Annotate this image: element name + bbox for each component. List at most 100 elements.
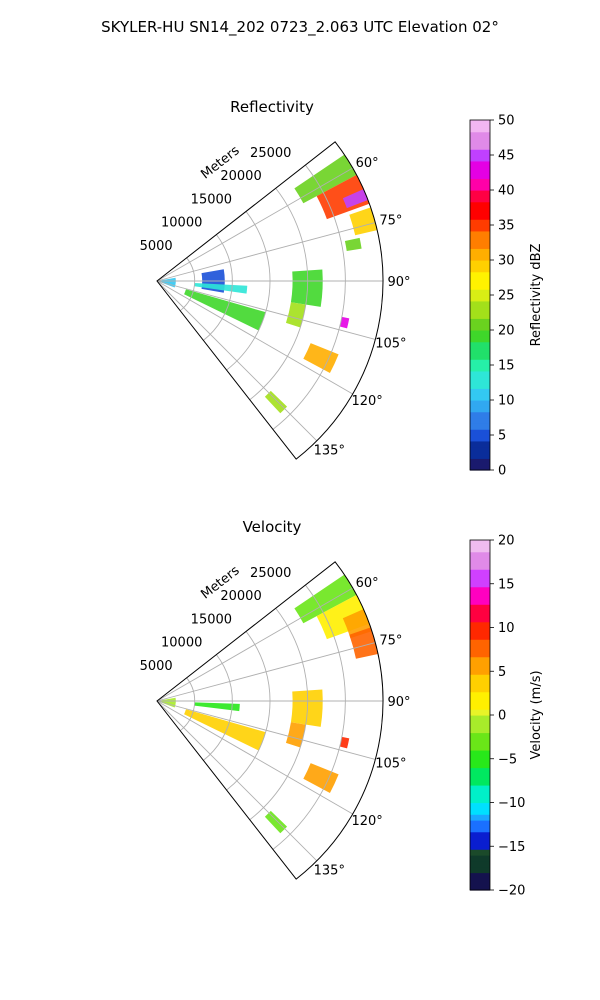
colorbar-segment: [470, 744, 490, 751]
radial-tick-label: 25000: [250, 146, 291, 161]
colorbar-segment: [470, 312, 490, 319]
angular-gridline: [156, 222, 376, 282]
suptitle: SKYLER-HU SN14_202 0723_2.063 UTC Elevat…: [101, 18, 499, 37]
colorbar-segment: [470, 213, 490, 220]
colorbar-segment: [470, 545, 490, 553]
colorbar-segment: [470, 131, 490, 139]
echo-region: [303, 763, 339, 793]
colorbar-tick-label: −15: [498, 840, 525, 855]
colorbar-segment: [470, 295, 490, 302]
colorbar-segment: [470, 878, 490, 885]
colorbar-segment: [470, 837, 490, 844]
colorbar-segment: [470, 207, 490, 214]
colorbar-segment: [470, 300, 490, 308]
radial-gridline: [179, 257, 196, 312]
colorbar-segment: [470, 318, 490, 325]
colorbar-tick-label: 45: [498, 149, 515, 164]
colorbar-segment: [470, 458, 490, 465]
colorbar-segment: [470, 440, 490, 448]
colorbar-segment: [470, 855, 490, 862]
echo-region: [344, 237, 362, 251]
echo-region: [349, 627, 379, 659]
colorbar-segment: [470, 306, 490, 314]
colorbar-segment: [470, 662, 490, 669]
colorbar-segment: [470, 656, 490, 664]
colorbar-tick-label: 15: [498, 577, 515, 592]
theta-tick-label: 90°: [387, 275, 410, 290]
colorbar-tick-label: 0: [498, 709, 506, 724]
colorbar-segment: [470, 715, 490, 722]
angular-gridline: [156, 700, 353, 815]
colorbar-segment: [470, 860, 490, 868]
angular-gridline: [156, 167, 353, 282]
colorbar-segment: [470, 435, 490, 442]
echo-region: [184, 709, 266, 751]
radial-gridline: [203, 654, 233, 761]
colorbar-segment: [470, 831, 490, 839]
radial-tick-label: 15000: [191, 612, 232, 627]
colorbar-segment: [470, 324, 490, 331]
theta-tick-label: 60°: [356, 156, 379, 171]
velocity-panel: Velocity 60° 75° 90° 105° 120° 135° 5000 10000 1…: [140, 518, 544, 899]
theta-tick-label: 120°: [351, 814, 382, 829]
colorbar-segment: [470, 866, 490, 874]
radial-tick-label: 5000: [140, 239, 173, 254]
radial-tick-label: 20000: [220, 169, 261, 184]
radial-gridline: [249, 187, 309, 401]
colorbar-segment: [470, 580, 490, 588]
colorbar-segment: [470, 680, 490, 687]
reflectivity-title: Reflectivity: [230, 98, 314, 116]
colorbar-segment: [470, 785, 490, 792]
colorbar-segment: [470, 330, 490, 337]
colorbar-label: Velocity (m/s): [529, 670, 544, 759]
polar-frame: [156, 141, 384, 460]
colorbar-tick-label: 40: [498, 184, 515, 199]
colorbar-segment: [470, 621, 490, 629]
colorbar-segment: [470, 592, 490, 599]
colorbar-segment: [470, 359, 490, 366]
colorbar-segment: [470, 283, 490, 290]
colorbar-segment: [470, 575, 490, 582]
angular-gridline: [156, 280, 353, 395]
colorbar-segment: [470, 271, 490, 279]
theta-tick-label: 90°: [387, 695, 410, 710]
reflectivity-plot: 60° 75° 90° 105° 120° 135° 5000 10000 15000 20000…: [140, 141, 411, 460]
colorbar-segment: [470, 615, 490, 623]
colorbar-segment: [470, 569, 490, 576]
colorbar-segment: [470, 394, 490, 401]
colorbar-segment: [470, 586, 490, 594]
colorbar-segment: [470, 400, 490, 407]
colorbar-segment: [470, 143, 490, 150]
colorbar-segment: [470, 347, 490, 354]
radial-tick-label: 10000: [161, 636, 202, 651]
colorbar-segment: [470, 230, 490, 238]
colorbar-segment: [470, 627, 490, 634]
echo-region: [285, 722, 306, 748]
radial-tick-label: 20000: [220, 589, 261, 604]
echo-region: [290, 689, 323, 727]
colorbar-segment: [470, 365, 490, 372]
colorbar-segment: [470, 814, 490, 821]
reflectivity-colorbar: 0 5 10 15 20 25 30 35 40 45 50 Reflectivity dBZ: [469, 114, 544, 479]
colorbar-segment: [470, 650, 490, 658]
colorbar-segment: [470, 260, 490, 267]
echo-region: [294, 154, 357, 204]
colorbar-tick-label: 10: [498, 394, 515, 409]
colorbar-segment: [470, 685, 490, 693]
colorbar-tick-label: 0: [498, 464, 506, 479]
colorbar-segment: [470, 411, 490, 419]
velocity-title: Velocity: [243, 518, 302, 536]
colorbar-segment: [470, 808, 490, 815]
radial-tick-label: 5000: [140, 659, 173, 674]
radial-tick-label: 15000: [191, 192, 232, 207]
colorbar-segment: [470, 137, 490, 144]
colorbar-segment: [470, 277, 490, 284]
radial-gridline: [226, 211, 271, 371]
colorbar-segment: [470, 388, 490, 395]
colorbar-segment: [470, 551, 490, 559]
angular-gridline: [156, 642, 376, 702]
colorbar-tick-label: −20: [498, 884, 525, 899]
echo-region: [264, 390, 288, 414]
colorbar-segment: [470, 429, 490, 436]
colorbar-label: Reflectivity dBZ: [529, 244, 544, 347]
